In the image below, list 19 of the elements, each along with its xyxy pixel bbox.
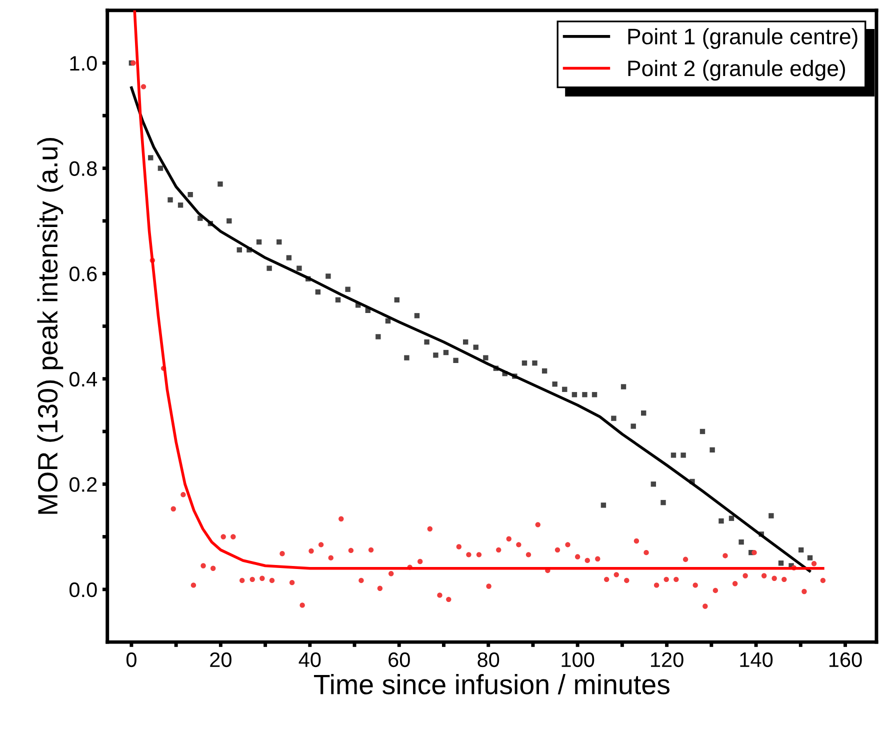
x-tick-label: 120 [651, 652, 684, 668]
legend-label: Point 2 (granule edge) [628, 60, 846, 81]
x-axis-title: Time since infusion / minutes [314, 674, 670, 694]
y-tick-label: 0.8 [69, 161, 97, 176]
x-tick-label: 40 [298, 652, 321, 668]
y-tick-label: 0.6 [69, 266, 97, 282]
x-tick-label: 0 [126, 652, 136, 668]
legend-label: Point 1 (granule centre) [628, 28, 858, 49]
x-tick-label: 80 [478, 652, 500, 668]
y-axis-title: MOR (130) peak intensity (a.u) [37, 138, 64, 514]
x-tick-label: 160 [829, 652, 862, 668]
y-tick-label: 1.0 [70, 56, 97, 71]
x-tick-label: 20 [210, 652, 232, 668]
x-tick-label: 60 [388, 652, 410, 668]
y-tick-label: 0.0 [69, 582, 97, 598]
x-tick-label: 140 [740, 652, 773, 668]
y-tick-label: 0.2 [69, 477, 97, 492]
y-tick-label: 0.4 [69, 372, 98, 387]
x-tick-label: 100 [562, 652, 594, 668]
